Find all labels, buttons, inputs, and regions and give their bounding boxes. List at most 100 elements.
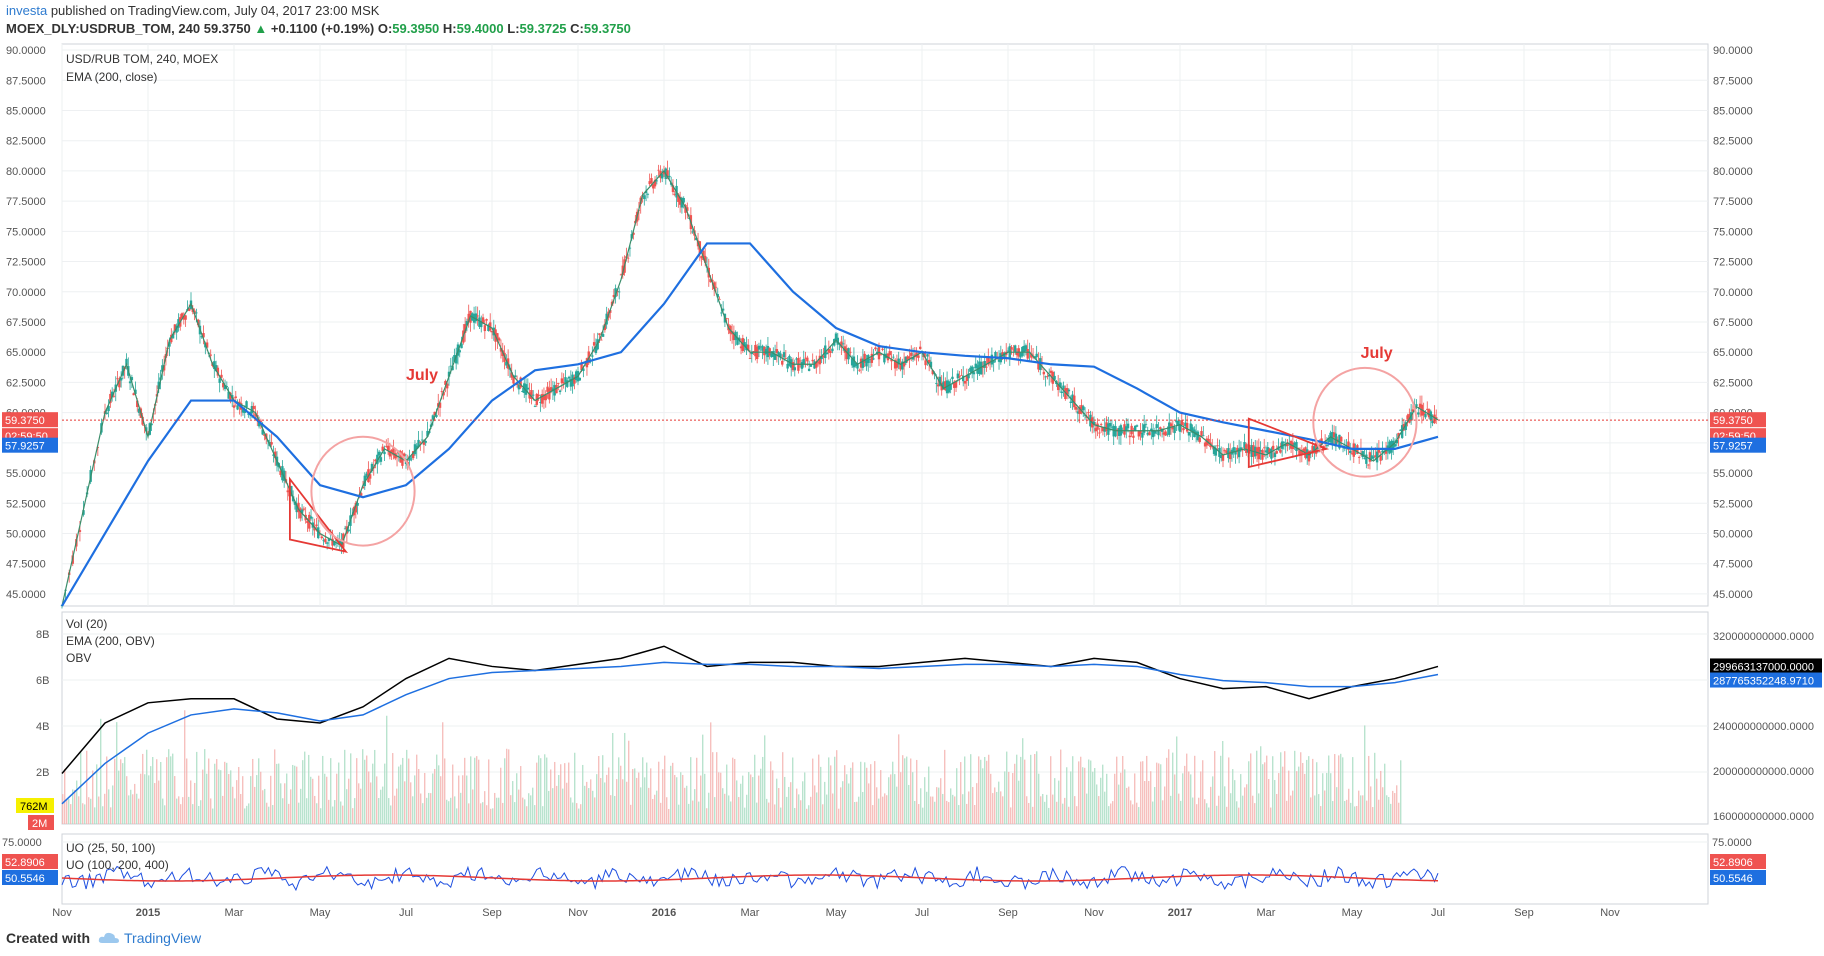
candle-body — [712, 282, 716, 290]
candle-body — [112, 395, 116, 397]
candle-body — [1225, 450, 1228, 454]
volume-bar — [1344, 801, 1346, 824]
candle-body — [1123, 424, 1126, 435]
candle-body — [517, 384, 521, 390]
volume-bar — [346, 789, 348, 824]
candle-body — [1153, 430, 1157, 434]
candle-body — [849, 351, 852, 353]
candle-body — [1128, 435, 1132, 438]
volume-bar — [1182, 773, 1184, 824]
volume-bar — [1062, 803, 1064, 824]
volume-bar — [1092, 771, 1094, 824]
candle-body — [1180, 420, 1183, 426]
author-link[interactable]: investa — [6, 3, 48, 18]
candle-body — [431, 415, 435, 420]
candle-body — [997, 359, 1001, 362]
vol-tick-left: 4B — [36, 721, 49, 733]
candle-body — [107, 405, 110, 412]
volume-bar — [480, 803, 482, 824]
volume-bar — [730, 801, 732, 824]
volume-bar — [1168, 749, 1170, 824]
volume-bar — [490, 808, 492, 824]
candle-body — [315, 524, 318, 526]
open-value: 59.3950 — [392, 21, 440, 36]
candle-body — [951, 376, 954, 380]
volume-bar — [758, 775, 760, 824]
volume-bar — [658, 761, 660, 824]
volume-bar — [870, 764, 872, 824]
candle-body — [435, 415, 438, 417]
candle-body — [840, 341, 843, 348]
volume-bar — [1002, 796, 1004, 824]
volume-grid — [62, 633, 1708, 773]
candle-body — [798, 360, 802, 362]
candle-body — [870, 353, 874, 363]
candle-body — [1332, 432, 1336, 438]
volume-bar — [200, 800, 202, 824]
candle-body — [739, 346, 743, 349]
candle-body — [714, 286, 718, 288]
candle-body — [779, 353, 782, 358]
volume-bar — [966, 803, 968, 824]
candle-body — [865, 360, 868, 367]
candle-body — [1255, 447, 1259, 456]
volume-bar — [1172, 752, 1174, 824]
x-tick-label: Sep — [1514, 907, 1534, 919]
volume-bar — [932, 796, 934, 824]
candle-body — [558, 390, 562, 393]
candle-body — [1164, 431, 1167, 436]
volume-bar — [260, 771, 262, 824]
candle-body — [1056, 384, 1060, 391]
oscillator-pane[interactable] — [61, 833, 1709, 905]
candle-body — [497, 338, 501, 341]
volume-bar — [1060, 749, 1062, 824]
volume-bar — [570, 797, 572, 824]
candle-body — [1363, 457, 1366, 459]
volume-bar — [850, 767, 852, 824]
volume-bar — [652, 798, 654, 824]
candle-body — [711, 279, 714, 282]
last-price-tag-left: 59.3750 — [5, 415, 45, 427]
volume-bar — [1032, 806, 1034, 824]
candle-body — [628, 247, 632, 249]
candle-body — [1415, 404, 1418, 406]
volume-bar — [998, 781, 1000, 824]
candle-body — [881, 348, 884, 350]
candle-body — [1411, 409, 1415, 412]
volume-bar — [1364, 725, 1366, 824]
volume-bar — [780, 807, 782, 824]
volume-bar — [290, 789, 292, 824]
volume-bar — [1262, 764, 1264, 824]
volume-bar — [472, 789, 474, 824]
candle-body — [1037, 361, 1040, 370]
volume-bar — [1286, 800, 1288, 824]
tradingview-logo[interactable]: TradingView — [98, 930, 201, 946]
candle-body — [116, 378, 119, 380]
annotation-label: July — [406, 367, 438, 384]
candle-body — [1422, 410, 1425, 416]
volume-bar — [88, 797, 90, 824]
candle-body — [408, 456, 411, 461]
volume-bar — [710, 722, 712, 824]
candle-body — [1187, 431, 1191, 436]
volume-bar — [216, 759, 218, 824]
volume-bar — [90, 798, 92, 824]
volume-bar — [1146, 755, 1148, 824]
candle-body — [229, 392, 232, 401]
y-tick-right: 55.0000 — [1713, 468, 1753, 480]
candle-body — [901, 361, 904, 370]
candle-body — [686, 207, 689, 211]
candle-body — [394, 453, 397, 459]
candle-body — [216, 367, 220, 376]
chart-canvas[interactable]: July July 90.0000 87.5000 85.0000 82.5000 80.… — [0, 0, 1824, 920]
price-pane[interactable] — [61, 43, 1709, 607]
volume-bar — [214, 763, 216, 824]
candle-body — [919, 346, 922, 349]
volume-bar — [1218, 795, 1220, 824]
y-tick-right: 80.0000 — [1713, 166, 1753, 178]
candle-body — [777, 352, 780, 357]
candle-body — [109, 393, 112, 404]
candle-body — [150, 423, 153, 426]
ema-legend: EMA (200, close) — [66, 70, 157, 84]
y-tick-right: 67.5000 — [1713, 317, 1753, 329]
